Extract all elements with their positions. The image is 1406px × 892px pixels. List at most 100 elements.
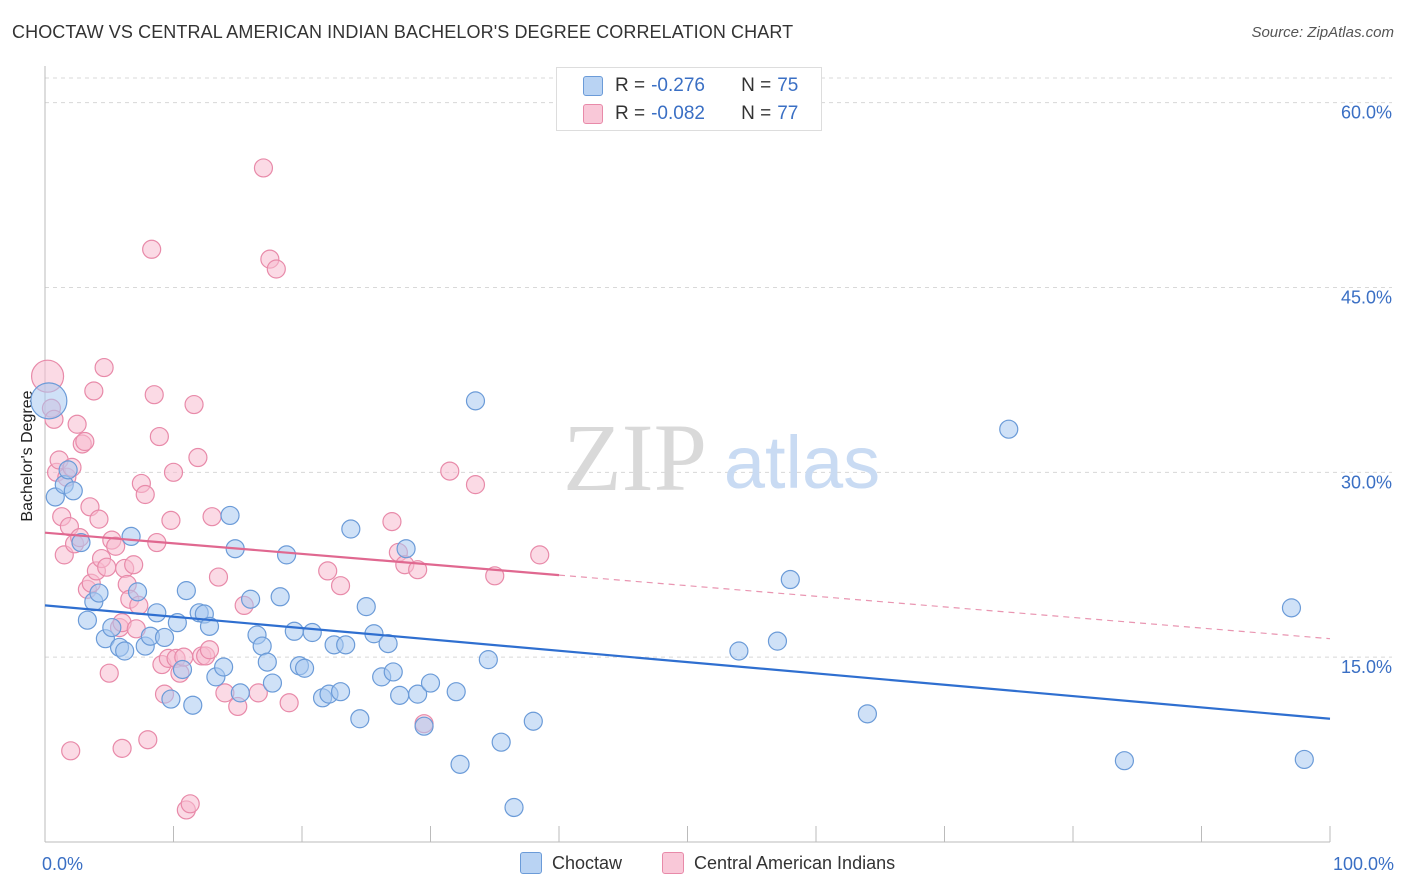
central-american-swatch	[662, 852, 684, 874]
choctaw-point	[341, 519, 361, 539]
choctaw-point	[523, 711, 543, 731]
central-american-point	[163, 462, 184, 482]
choctaw-point	[284, 621, 304, 641]
choctaw-point	[857, 704, 878, 724]
choctaw-point	[121, 526, 141, 547]
central-american-point	[161, 510, 181, 530]
central-american-point	[75, 431, 95, 452]
choctaw-point	[220, 505, 240, 526]
choctaw-point	[999, 419, 1019, 439]
choctaw-point	[420, 673, 441, 693]
central-american-point	[253, 158, 274, 178]
central-american-point	[530, 545, 550, 565]
legend-row-central-american: R = -0.082 N = 77	[583, 102, 798, 126]
central-american-point	[199, 640, 220, 660]
central-american-point	[142, 239, 162, 259]
choctaw-point	[390, 685, 410, 705]
choctaw-point	[214, 657, 234, 677]
legend-row-choctaw: R = -0.276 N = 75	[583, 74, 798, 98]
gridlines	[45, 77, 1392, 658]
choctaw-point	[414, 716, 434, 736]
choctaw-point	[147, 603, 167, 623]
central-american-trend-extension	[558, 574, 1331, 640]
legend-r-label: R =	[615, 103, 646, 124]
central-american-point	[94, 357, 114, 378]
central-american-point	[67, 414, 87, 434]
choctaw-point	[294, 658, 315, 678]
choctaw-point	[276, 545, 297, 565]
choctaw-point	[1114, 751, 1135, 771]
legend-n-label: N =	[741, 103, 772, 124]
choctaw-point	[71, 532, 91, 553]
y-tick-label: 30.0%	[1341, 472, 1392, 492]
legend-item-central-american-indians[interactable]: Central American Indians	[662, 852, 895, 874]
choctaw-point	[30, 382, 68, 420]
choctaw-point	[161, 689, 181, 709]
y-tick-label: 15.0%	[1341, 657, 1392, 677]
central-american-point	[180, 794, 200, 814]
data-points	[30, 158, 1314, 820]
x-tick-label-min: 0.0%	[42, 854, 83, 874]
choctaw-point	[270, 587, 290, 607]
legend-item-choctaw[interactable]: Choctaw	[520, 852, 622, 874]
central-american-point	[124, 555, 144, 575]
choctaw-point	[199, 616, 220, 636]
legend-r-value: -0.082	[651, 103, 705, 124]
central-american-point	[184, 394, 204, 415]
choctaw-point	[77, 610, 98, 630]
choctaw-point	[262, 673, 283, 693]
choctaw-point	[154, 627, 175, 648]
legend-r-label: R =	[615, 75, 646, 96]
choctaw-swatch	[520, 852, 542, 874]
trend-lines	[44, 531, 1331, 720]
central-american-point	[208, 567, 229, 587]
choctaw-point	[504, 797, 524, 818]
legend-swatch-blue	[583, 76, 603, 96]
central-american-point	[465, 475, 486, 495]
choctaw-point	[450, 754, 470, 774]
choctaw-point	[780, 569, 800, 590]
watermark-atlas: atlas	[724, 421, 880, 504]
central-american-point	[149, 426, 169, 447]
choctaw-point	[230, 683, 250, 703]
choctaw-trend-line	[44, 604, 1331, 720]
choctaw-point	[350, 709, 370, 729]
central-american-point	[485, 566, 505, 586]
central-american-point	[382, 512, 402, 532]
central-american-point	[318, 561, 338, 581]
choctaw-point	[478, 650, 498, 670]
choctaw-point	[58, 460, 78, 480]
choctaw-point	[396, 539, 416, 559]
y-tick-label: 45.0%	[1341, 287, 1392, 307]
choctaw-point	[257, 652, 277, 672]
central-american-point	[112, 738, 132, 758]
axes	[44, 66, 1331, 843]
choctaw-point	[446, 682, 466, 702]
choctaw-point	[330, 682, 351, 702]
choctaw-point	[356, 597, 376, 617]
choctaw-point	[383, 662, 403, 682]
legend-n-value: 75	[777, 75, 799, 96]
choctaw-point	[729, 641, 749, 661]
choctaw-point	[465, 391, 486, 411]
choctaw-point	[1294, 749, 1314, 770]
legend-n-value: 77	[777, 103, 799, 124]
source-credit: Source: ZipAtlas.com	[1251, 24, 1394, 41]
correlation-legend: R = -0.276 N = 75 R = -0.082 N = 77	[556, 67, 822, 131]
choctaw-point	[302, 622, 322, 643]
legend-label-choctaw: Choctaw	[552, 852, 623, 873]
central-american-point	[106, 536, 126, 556]
central-american-point	[84, 381, 104, 401]
central-american-point	[188, 447, 208, 468]
central-american-point	[144, 385, 164, 405]
choctaw-point	[767, 631, 788, 651]
choctaw-point	[408, 684, 428, 704]
series-legend: Choctaw Central American Indians	[0, 850, 1406, 878]
choctaw-point	[491, 732, 511, 752]
choctaw-point	[102, 617, 122, 638]
central-american-point	[89, 509, 109, 529]
y-tick-label: 60.0%	[1341, 103, 1392, 123]
choctaw-point	[241, 589, 261, 609]
central-american-point	[440, 461, 460, 481]
